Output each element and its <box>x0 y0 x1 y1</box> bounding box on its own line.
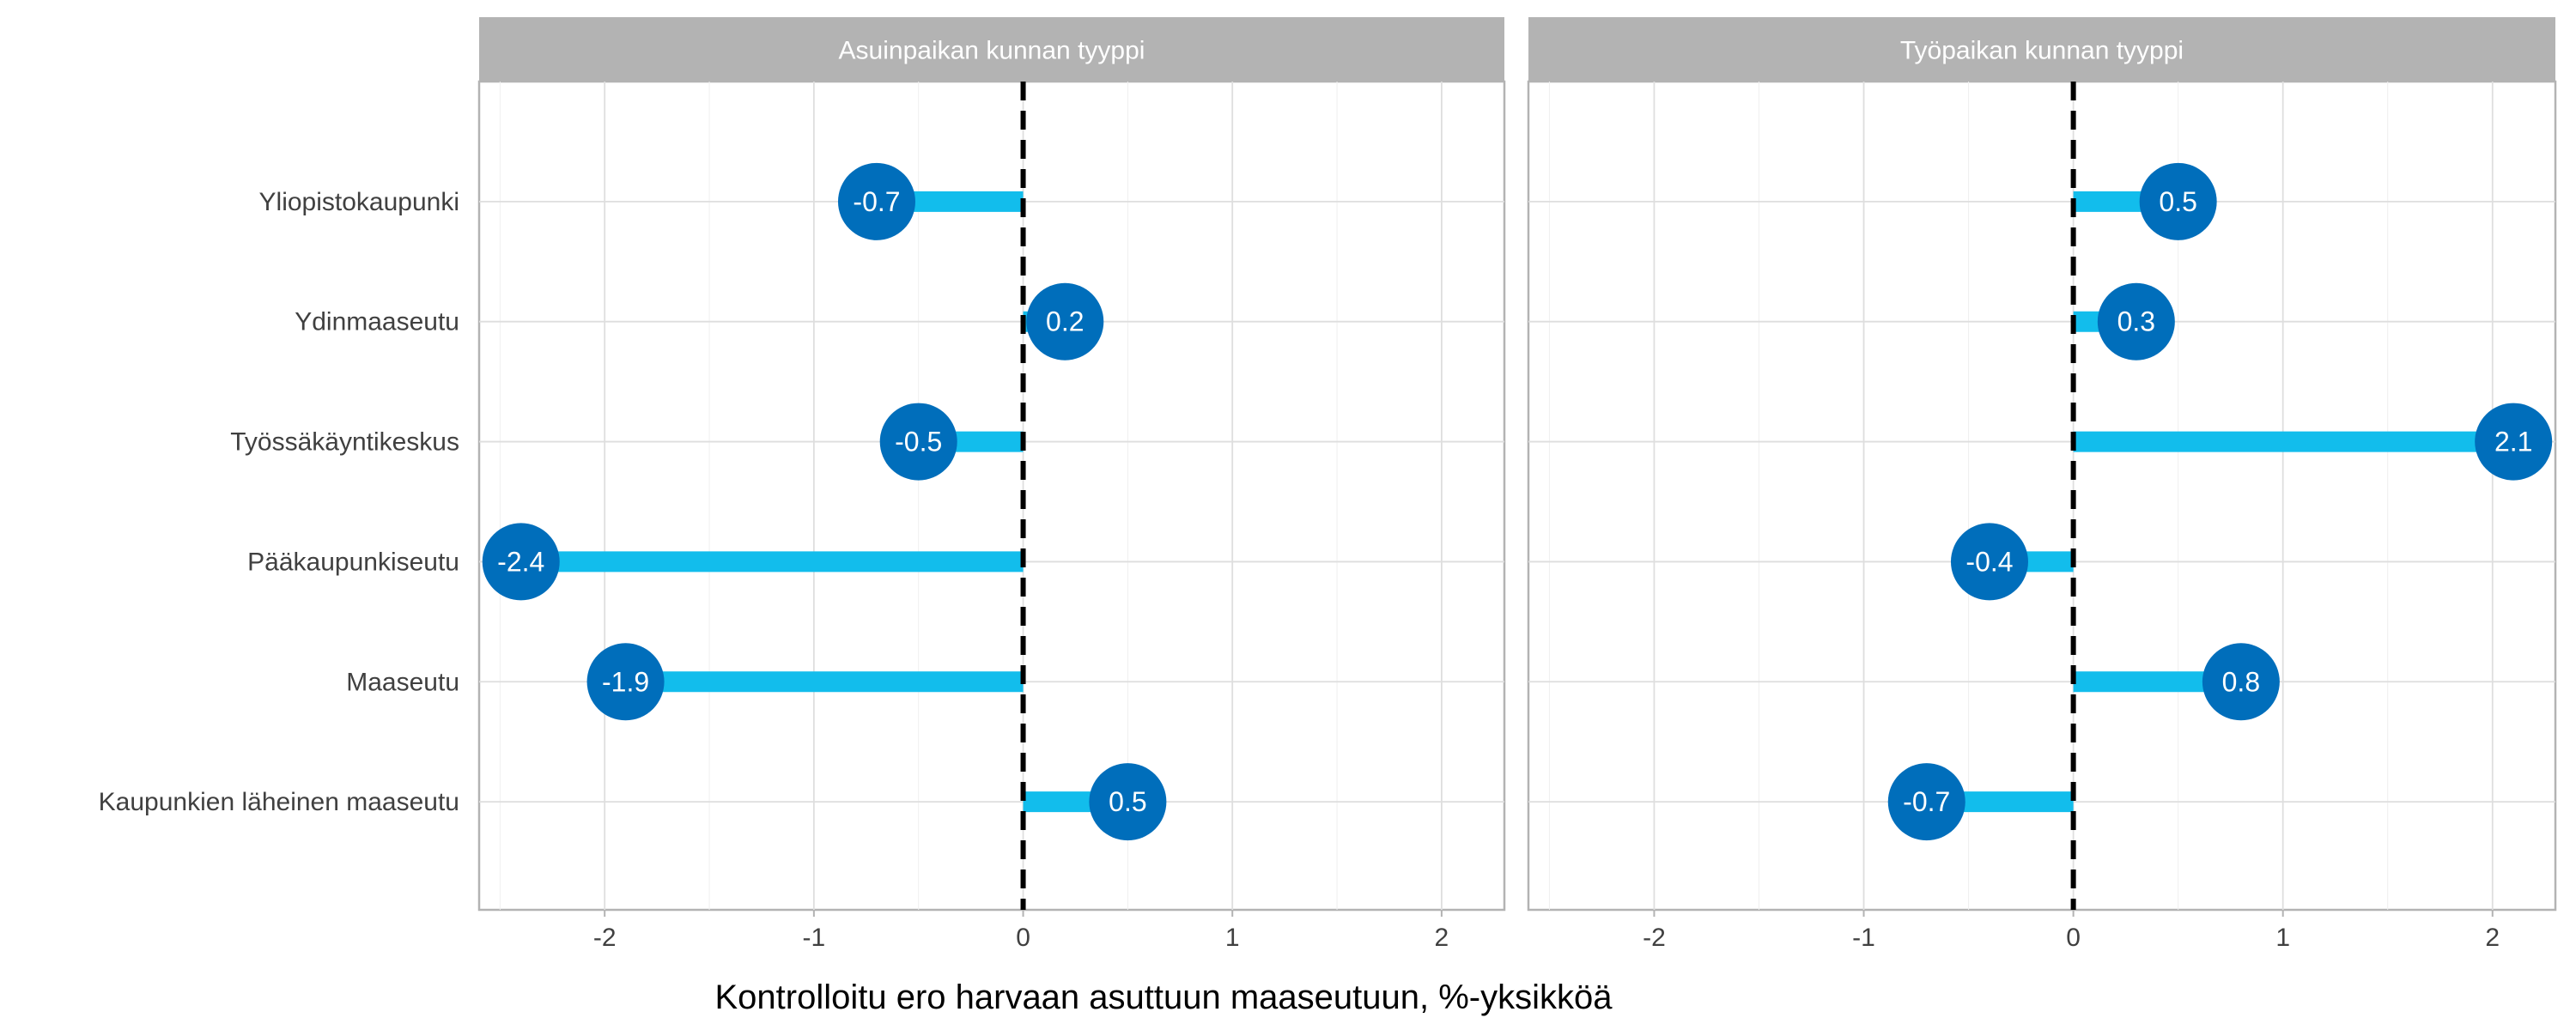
x-tick-label: 1 <box>1225 924 1240 952</box>
data-label-maaseutu: -1.9 <box>602 666 649 697</box>
facet-panel-asuinpaikan-kunnan-tyyppi: Asuinpaikan kunnan tyyppi -0.7 0.2 -0.5 -2.4… <box>477 17 1506 952</box>
x-tick-label: -2 <box>1643 924 1666 952</box>
facet-panels: Asuinpaikan kunnan tyyppi -0.7 0.2 -0.5 -2.4… <box>477 17 2557 952</box>
data-label-paakaupunkiseutu: -2.4 <box>497 546 544 577</box>
lollipop-point-kaupunkien-laheinen-maaseutu <box>1089 763 1167 841</box>
facet-strip <box>479 17 1504 82</box>
x-tick-label: 2 <box>1435 924 1449 952</box>
data-label-paakaupunkiseutu: -0.4 <box>1965 546 2013 577</box>
category-label-paakaupunkiseutu: Pääkaupunkiseutu <box>247 548 459 576</box>
x-tick-label: -1 <box>803 924 826 952</box>
data-label-yliopistokaupunki: 0.5 <box>2159 186 2196 217</box>
panel-background <box>1527 80 2557 912</box>
data-label-yliopistokaupunki: -0.7 <box>853 186 900 217</box>
lollipop-point-maaseutu <box>2202 643 2280 721</box>
category-label-ydinmaaseutu: Ydinmaaseutu <box>295 308 459 336</box>
data-label-tyossakayntikeskus: 2.1 <box>2494 427 2532 457</box>
x-tick-label: -1 <box>1852 924 1875 952</box>
data-label-tyossakayntikeskus: -0.5 <box>895 427 942 457</box>
y-axis-category-labels: Yliopistokaupunki Ydinmaaseutu Työssäkäynt… <box>99 188 459 816</box>
x-tick-label: 1 <box>2275 924 2290 952</box>
data-label-kaupunkien-laheinen-maaseutu: 0.5 <box>1109 786 1146 817</box>
facet-strip <box>1528 17 2555 82</box>
x-tick-label: 2 <box>2485 924 2500 952</box>
lollipop-point-yliopistokaupunki <box>837 162 915 240</box>
data-label-ydinmaaseutu: 0.3 <box>2117 306 2155 337</box>
lollipop-point-tyossakayntikeskus <box>2475 403 2553 481</box>
data-label-maaseutu: 0.8 <box>2222 666 2260 697</box>
lollipop-point-paakaupunkiseutu <box>482 523 560 601</box>
facet-panel-tyopaikan-kunnan-tyyppi: Työpaikan kunnan tyyppi 0.5 0.3 2.1 -0.4 0.8 -… <box>1527 17 2557 952</box>
facet-strip-title: Työpaikan kunnan tyyppi <box>1900 37 2184 65</box>
category-label-maaseutu: Maaseutu <box>346 668 459 696</box>
panel-background <box>477 80 1506 912</box>
lollipop-point-ydinmaaseutu <box>2097 282 2175 360</box>
lollipop-point-maaseutu <box>586 643 665 721</box>
lollipop-point-tyossakayntikeskus <box>879 403 957 481</box>
lollipop-point-kaupunkien-laheinen-maaseutu <box>1887 763 1965 841</box>
x-tick-label: 0 <box>1016 924 1030 952</box>
data-label-kaupunkien-laheinen-maaseutu: -0.7 <box>1903 786 1950 817</box>
lollipop-point-yliopistokaupunki <box>2139 162 2217 240</box>
facet-strip-title: Asuinpaikan kunnan tyyppi <box>839 37 1145 65</box>
data-label-ydinmaaseutu: 0.2 <box>1046 306 1084 337</box>
category-label-tyossakayntikeskus: Työssäkäyntikeskus <box>230 428 459 457</box>
lollipop-point-ydinmaaseutu <box>1026 282 1104 360</box>
category-label-kaupunkien-laheinen-maaseutu: Kaupunkien läheinen maaseutu <box>99 788 459 816</box>
x-tick-label: 0 <box>2066 924 2081 952</box>
lollipop-point-paakaupunkiseutu <box>1950 523 2028 601</box>
category-label-yliopistokaupunki: Yliopistokaupunki <box>259 188 459 216</box>
x-axis-title: Kontrolloitu ero harvaan asuttuun maaseu… <box>714 978 1613 1016</box>
x-tick-label: -2 <box>593 924 617 952</box>
